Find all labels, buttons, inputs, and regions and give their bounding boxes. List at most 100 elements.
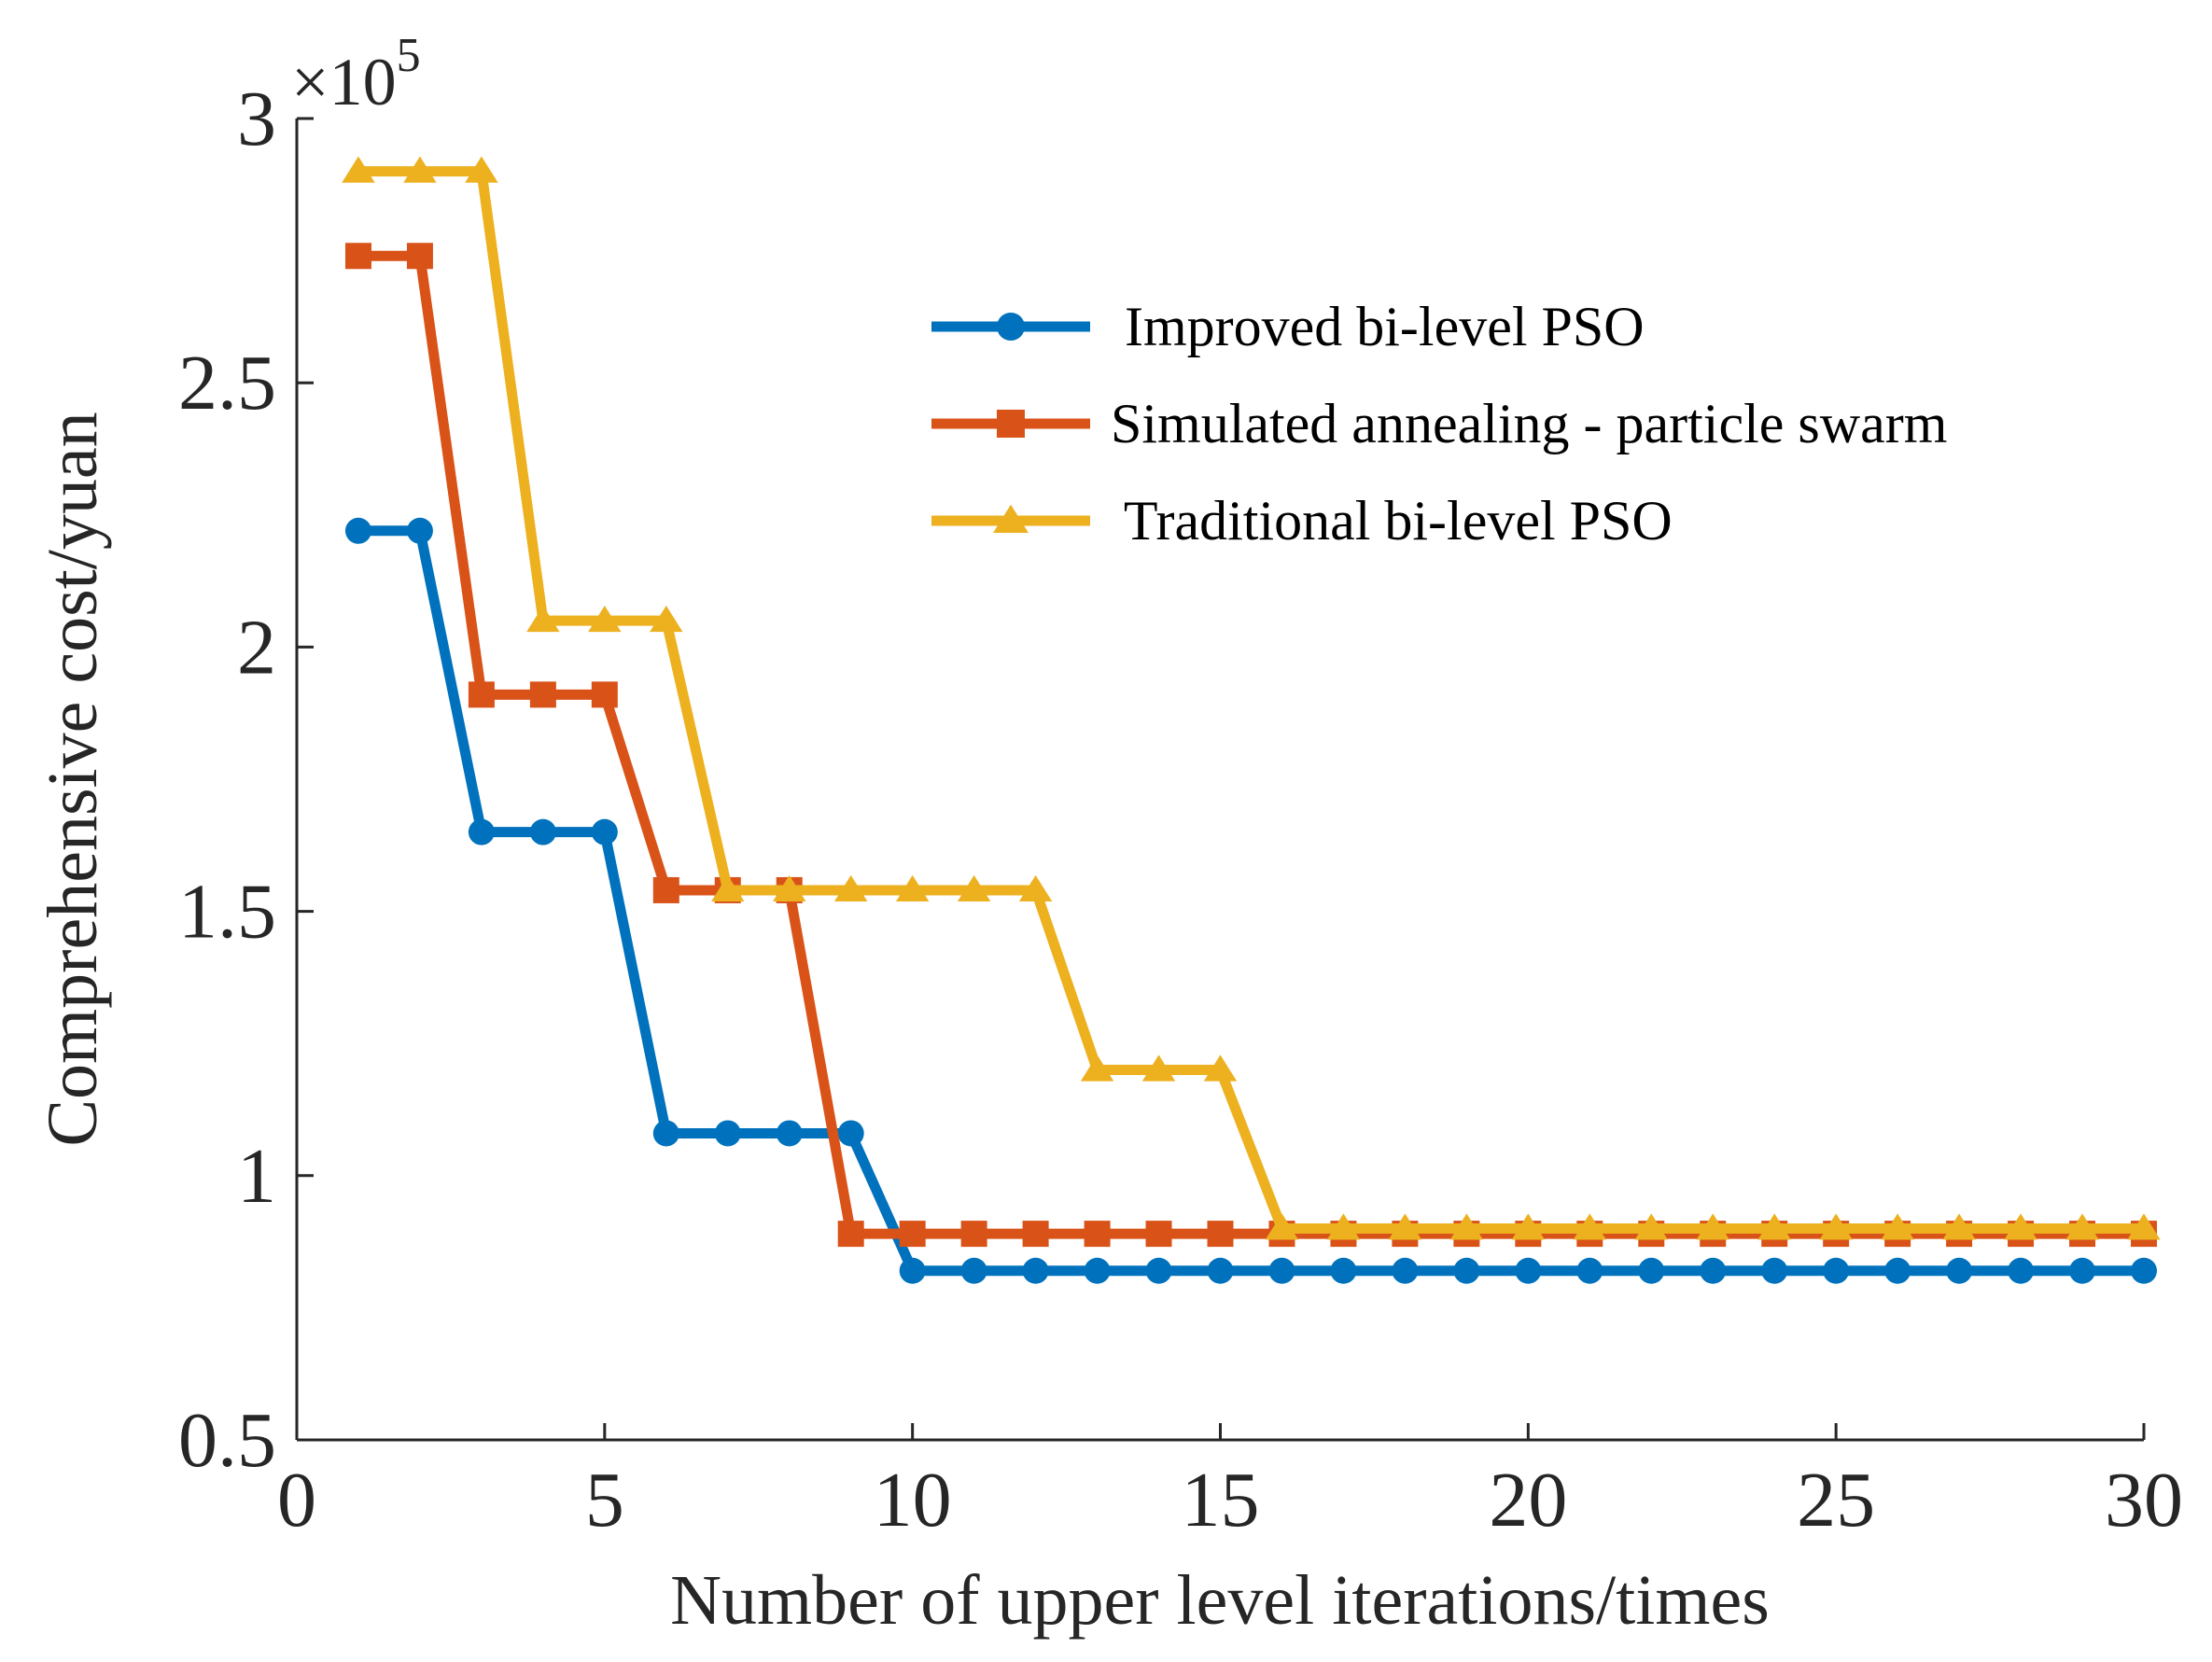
y-tick-label: 2 (237, 604, 276, 691)
data-point (895, 874, 930, 902)
data-point (833, 874, 868, 902)
y-tick-label: 0.5 (178, 1397, 276, 1484)
data-point (1084, 1221, 1111, 1248)
series-layer (342, 156, 2161, 1284)
x-tick-label: 15 (1182, 1457, 1260, 1543)
data-point (1449, 1213, 1484, 1240)
data-point (406, 517, 433, 544)
data-point (2004, 1213, 2037, 1240)
x-tick-label: 5 (585, 1457, 624, 1543)
legend-item: Traditional bi-level PSO (931, 490, 1673, 552)
data-point (1084, 1257, 1111, 1284)
data-point (1207, 1257, 1234, 1284)
data-point (1265, 1213, 1299, 1240)
x-tick-label: 30 (2105, 1457, 2183, 1543)
data-point (2008, 1257, 2035, 1284)
y-tick-label: 2.5 (178, 340, 276, 426)
data-point (714, 1120, 741, 1147)
data-point (1022, 1257, 1049, 1284)
data-point (526, 605, 560, 633)
y-tick-label: 3 (237, 76, 276, 162)
data-point (650, 605, 683, 633)
data-point (1884, 1257, 1911, 1284)
data-point (1515, 1257, 1542, 1284)
data-point (837, 1221, 864, 1248)
data-point (403, 156, 437, 183)
data-point (1511, 1213, 1546, 1240)
data-point (344, 243, 371, 270)
data-point (468, 818, 495, 845)
square-marker (997, 410, 1025, 438)
legend-label: Improved bi-level PSO (1111, 296, 1645, 357)
data-point (529, 818, 556, 845)
data-point (837, 1120, 864, 1147)
data-point (1326, 1213, 1361, 1240)
x-tick-label: 10 (874, 1457, 952, 1543)
y-axis-title: Comprehensive cost/yuan (34, 412, 112, 1146)
data-point (2131, 1257, 2157, 1284)
data-point (1203, 1054, 1238, 1082)
data-point (1268, 1257, 1295, 1284)
legend-label: Simulated annealing - particle swarm (1111, 393, 1947, 454)
data-point (1946, 1257, 1973, 1284)
data-point (957, 874, 991, 902)
data-point (591, 681, 618, 708)
y-axis: 0.5 1 1.5 2 2.5 3 (178, 76, 314, 1484)
data-point (773, 874, 806, 902)
data-point (960, 1221, 987, 1248)
data-point (652, 876, 679, 903)
data-point (1453, 1257, 1480, 1284)
legend: Improved bi-level PSO Simulated annealing… (931, 296, 1947, 552)
x-tick-label: 25 (1797, 1457, 1875, 1543)
data-point (1141, 1054, 1176, 1082)
data-point (899, 1257, 926, 1284)
data-point (2127, 1213, 2161, 1240)
x-axis-title: Number of upper level iterations/times (670, 1561, 1770, 1640)
data-point (1576, 1257, 1603, 1284)
data-point (342, 156, 375, 183)
x-tick-label: 20 (1489, 1457, 1567, 1543)
data-point (1696, 1213, 1729, 1240)
data-point (1018, 874, 1053, 902)
data-point (1080, 1054, 1114, 1082)
legend-item: Improved bi-level PSO (931, 296, 1645, 357)
triangle-marker (993, 504, 1029, 533)
data-point (1819, 1213, 1853, 1240)
y-tick-label: 1 (237, 1133, 276, 1220)
data-point (344, 517, 371, 544)
data-point (406, 243, 433, 270)
data-point (465, 156, 498, 183)
data-point (1145, 1221, 1172, 1248)
circle-marker (997, 313, 1025, 341)
data-point (1757, 1213, 1791, 1240)
data-point (899, 1221, 926, 1248)
data-point (2065, 1213, 2099, 1240)
data-point (1022, 1221, 1049, 1248)
data-point (1634, 1213, 1668, 1240)
data-point (1761, 1257, 1788, 1284)
data-point (1638, 1257, 1665, 1284)
data-point (588, 605, 622, 633)
data-point (2069, 1257, 2096, 1284)
data-point (529, 681, 556, 708)
data-point (1881, 1213, 1914, 1240)
data-point (1823, 1257, 1850, 1284)
data-point (1573, 1213, 1607, 1240)
data-point (1330, 1257, 1357, 1284)
data-point (468, 681, 495, 708)
data-point (960, 1257, 987, 1284)
data-point (711, 874, 745, 902)
data-point (1700, 1257, 1727, 1284)
series-3 (342, 156, 2161, 1240)
legend-item: Simulated annealing - particle swarm (931, 393, 1947, 454)
series-line (357, 166, 2144, 1234)
data-point (1145, 1257, 1172, 1284)
y-axis-multiplier: ×105 (291, 29, 421, 119)
series-1 (344, 517, 2157, 1284)
data-point (1388, 1213, 1422, 1240)
data-point (1207, 1221, 1234, 1248)
data-point (1942, 1213, 1976, 1240)
y-axis-multiplier-exponent: 5 (397, 29, 421, 82)
x-axis: 0 5 10 15 20 25 30 (277, 1423, 2183, 1543)
